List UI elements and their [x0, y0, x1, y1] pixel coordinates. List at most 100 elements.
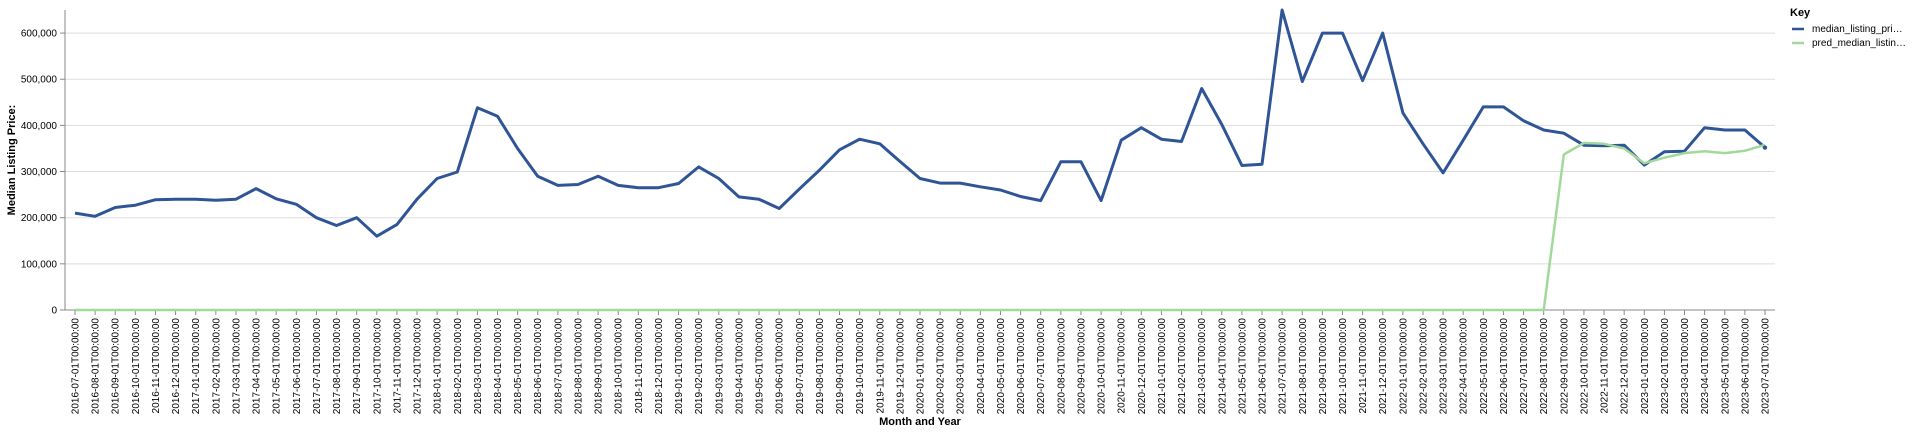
x-tick-label: 2021-09-01T00:00:00 — [1318, 318, 1329, 415]
x-tick-label: 2021-11-01T00:00:00 — [1358, 318, 1369, 414]
x-tick-label: 2021-03-01T00:00:00 — [1197, 318, 1208, 415]
x-tick-label: 2018-11-01T00:00:00 — [634, 318, 645, 414]
y-tick-label: 100,000 — [21, 259, 58, 270]
y-tick-label: 500,000 — [21, 75, 58, 86]
x-tick-label: 2019-11-01T00:00:00 — [875, 318, 886, 414]
series-lines — [74, 8, 1768, 312]
x-tick-label: 2016-10-01T00:00:00 — [131, 318, 142, 415]
x-tick-label: 2022-01-01T00:00:00 — [1398, 318, 1409, 415]
x-tick-label: 2020-03-01T00:00:00 — [956, 318, 967, 415]
x-tick-label: 2023-06-01T00:00:00 — [1740, 318, 1751, 415]
legend-label: pred_median_listin… — [1812, 38, 1906, 49]
y-tick-label: 400,000 — [21, 121, 58, 132]
x-tick-label: 2018-05-01T00:00:00 — [513, 318, 524, 415]
x-tick-label: 2017-07-01T00:00:00 — [312, 318, 323, 415]
x-tick-label: 2021-12-01T00:00:00 — [1378, 318, 1389, 415]
x-tick-label: 2018-12-01T00:00:00 — [654, 318, 665, 415]
legend: median_listing_pri… pred_median_listin… — [1792, 24, 1906, 49]
x-tick-label: 2017-06-01T00:00:00 — [292, 318, 303, 415]
x-tick-label: 2020-10-01T00:00:00 — [1097, 318, 1108, 415]
series-line-1 — [74, 8, 1766, 238]
axes: 0 100,000 200,000 300,000 400,000 500,000 600,… — [21, 10, 1775, 414]
grid-lines — [65, 32, 1775, 311]
x-tick-label: 2018-03-01T00:00:00 — [473, 318, 484, 415]
x-tick-label: 2020-12-01T00:00:00 — [1137, 318, 1148, 415]
x-tick-label: 2022-11-01T00:00:00 — [1600, 318, 1611, 414]
x-tick-label: 2021-10-01T00:00:00 — [1338, 318, 1349, 415]
x-tick-label: 2023-02-01T00:00:00 — [1660, 318, 1671, 415]
x-tick-label: 2020-06-01T00:00:00 — [1016, 318, 1027, 415]
x-tick-label: 2021-04-01T00:00:00 — [1217, 318, 1228, 415]
x-tick-label: 2016-07-01T00:00:00 — [71, 318, 82, 415]
x-tick-label: 2017-02-01T00:00:00 — [211, 318, 222, 415]
x-tick-label: 2021-05-01T00:00:00 — [1237, 318, 1248, 415]
x-tick-label: 2023-03-01T00:00:00 — [1680, 318, 1691, 415]
x-tick-label: 2017-08-01T00:00:00 — [332, 318, 343, 415]
x-tick-label: 2018-09-01T00:00:00 — [594, 318, 605, 415]
x-tick-label: 2019-07-01T00:00:00 — [795, 318, 806, 415]
legend-title: Key — [1790, 7, 1811, 19]
x-tick-label: 2020-01-01T00:00:00 — [916, 318, 927, 415]
x-tick-label: 2022-06-01T00:00:00 — [1499, 318, 1510, 415]
x-tick-label: 2019-04-01T00:00:00 — [734, 318, 745, 415]
x-tick-label: 2022-05-01T00:00:00 — [1479, 318, 1490, 415]
x-tick-label: 2017-04-01T00:00:00 — [252, 318, 263, 415]
x-tick-label: 2020-08-01T00:00:00 — [1056, 318, 1067, 415]
x-tick-label: 2017-01-01T00:00:00 — [191, 318, 202, 415]
x-tick-label: 2020-02-01T00:00:00 — [936, 318, 947, 415]
x-tick-label: 2019-01-01T00:00:00 — [674, 318, 685, 415]
x-tick-label: 2018-07-01T00:00:00 — [553, 318, 564, 415]
x-tick-label: 2017-11-01T00:00:00 — [392, 318, 403, 414]
x-tick-label: 2019-10-01T00:00:00 — [855, 318, 866, 415]
x-tick-label: 2018-10-01T00:00:00 — [614, 318, 625, 415]
x-tick-label: 2019-05-01T00:00:00 — [755, 318, 766, 415]
x-tick-label: 2021-06-01T00:00:00 — [1258, 318, 1269, 415]
x-tick-label: 2018-08-01T00:00:00 — [573, 318, 584, 415]
x-tick-label: 2021-08-01T00:00:00 — [1298, 318, 1309, 415]
y-tick-label: 200,000 — [21, 213, 58, 224]
x-tick-label: 2016-09-01T00:00:00 — [111, 318, 122, 415]
x-tick-label: 2023-05-01T00:00:00 — [1720, 318, 1731, 415]
legend-label: median_listing_pri… — [1812, 24, 1903, 35]
x-tick-label: 2017-05-01T00:00:00 — [272, 318, 283, 415]
x-tick-label: 2023-07-01T00:00:00 — [1761, 318, 1772, 415]
y-tick-label: 0 — [51, 306, 57, 317]
x-tick-label: 2021-01-01T00:00:00 — [1157, 318, 1168, 415]
x-tick-label: 2019-09-01T00:00:00 — [835, 318, 846, 415]
x-tick-label: 2021-02-01T00:00:00 — [1177, 318, 1188, 415]
x-tick-label: 2020-07-01T00:00:00 — [1036, 318, 1047, 415]
x-tick-label: 2021-07-01T00:00:00 — [1278, 318, 1289, 415]
x-tick-label: 2018-01-01T00:00:00 — [433, 318, 444, 415]
x-tick-label: 2017-09-01T00:00:00 — [352, 318, 363, 415]
x-tick-label: 2019-08-01T00:00:00 — [815, 318, 826, 415]
x-axis-title: Month and Year — [879, 416, 961, 428]
x-tick-label: 2018-06-01T00:00:00 — [533, 318, 544, 415]
series-line-2 — [75, 141, 1766, 312]
x-tick-label: 2016-08-01T00:00:00 — [91, 318, 102, 415]
x-tick-label: 2020-04-01T00:00:00 — [976, 318, 987, 415]
x-tick-label: 2018-04-01T00:00:00 — [493, 318, 504, 415]
x-tick-label: 2018-02-01T00:00:00 — [453, 318, 464, 415]
x-tick-label: 2016-11-01T00:00:00 — [151, 318, 162, 414]
x-tick-label: 2017-10-01T00:00:00 — [372, 318, 383, 415]
x-tick-label: 2022-10-01T00:00:00 — [1579, 318, 1590, 415]
x-tick-label: 2022-09-01T00:00:00 — [1559, 318, 1570, 415]
x-tick-label: 2019-06-01T00:00:00 — [775, 318, 786, 415]
x-tick-label: 2022-02-01T00:00:00 — [1418, 318, 1429, 415]
y-tick-label: 600,000 — [21, 29, 58, 40]
x-tick-label: 2023-01-01T00:00:00 — [1640, 318, 1651, 415]
x-tick-label: 2019-12-01T00:00:00 — [895, 318, 906, 415]
y-axis-title: Median Listing Price: — [6, 105, 18, 216]
x-tick-label: 2019-02-01T00:00:00 — [694, 318, 705, 415]
x-tick-label: 2020-05-01T00:00:00 — [996, 318, 1007, 415]
series-end-point — [1762, 145, 1768, 150]
x-tick-label: 2017-12-01T00:00:00 — [413, 318, 424, 415]
x-tick-label: 2022-04-01T00:00:00 — [1459, 318, 1470, 415]
x-tick-label: 2022-07-01T00:00:00 — [1519, 318, 1530, 415]
x-tick-label: 2020-11-01T00:00:00 — [1117, 318, 1128, 414]
x-tick-label: 2017-03-01T00:00:00 — [231, 318, 242, 415]
y-tick-label: 300,000 — [21, 167, 58, 178]
x-tick-label: 2023-04-01T00:00:00 — [1700, 318, 1711, 415]
